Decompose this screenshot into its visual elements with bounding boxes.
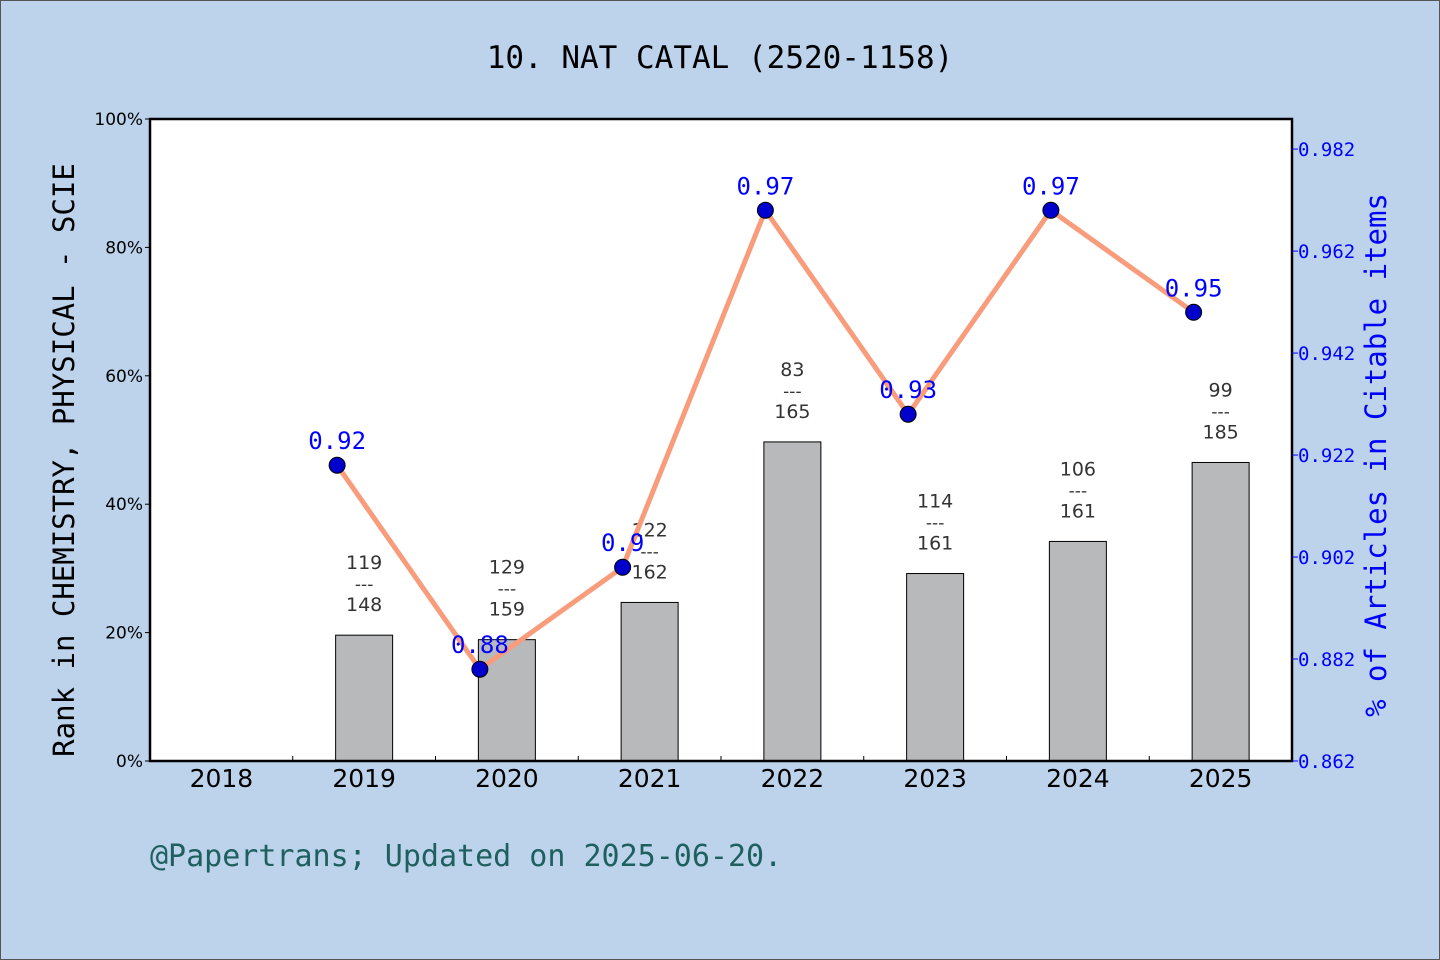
rank-separator: --- bbox=[1069, 481, 1087, 501]
total-label-2023: 161 bbox=[917, 533, 953, 555]
footer-text: @Papertrans; Updated on 2025-06-20. bbox=[150, 839, 782, 874]
right-tick-label: 0.862 bbox=[1298, 751, 1355, 773]
right-tick-label: 0.922 bbox=[1298, 445, 1355, 467]
rank-label-2024: 106 bbox=[1060, 458, 1096, 480]
rank-label-2022: 83 bbox=[780, 359, 804, 381]
line-point-2023 bbox=[899, 405, 917, 423]
bar-2023 bbox=[906, 573, 965, 762]
bar-2021 bbox=[620, 601, 679, 762]
rank-separator: --- bbox=[498, 580, 516, 600]
chart-title: 10. NAT CATAL (2520-1158) bbox=[487, 40, 954, 76]
line-point-2021 bbox=[614, 558, 632, 576]
bar-2022 bbox=[763, 441, 822, 762]
right-tick-label: 0.962 bbox=[1298, 241, 1355, 263]
line-label-2019: 0.92 bbox=[308, 427, 366, 455]
left-tick-label: 100% bbox=[94, 110, 143, 130]
left-tick-label: 60% bbox=[105, 367, 143, 387]
bar-2019 bbox=[335, 634, 394, 762]
rank-separator: --- bbox=[783, 382, 801, 402]
rank-separator: --- bbox=[355, 575, 373, 595]
bar-2024 bbox=[1048, 540, 1107, 762]
rank-separator: --- bbox=[926, 514, 944, 534]
x-tick-label-2024: 2024 bbox=[1046, 764, 1110, 793]
x-tick-label-2019: 2019 bbox=[332, 764, 396, 793]
line-label-2024: 0.97 bbox=[1022, 172, 1080, 200]
line-point-2020 bbox=[471, 660, 489, 678]
right-tick-label: 0.982 bbox=[1298, 139, 1355, 161]
total-label-2019: 148 bbox=[346, 594, 382, 616]
left-tick-label: 20% bbox=[105, 624, 143, 644]
line-point-2019 bbox=[328, 456, 346, 474]
left-tick-label: 40% bbox=[105, 495, 143, 515]
line-label-2021: 0.9 bbox=[601, 529, 644, 557]
x-tick-label-2018: 2018 bbox=[190, 764, 254, 793]
bar-2020 bbox=[477, 639, 536, 762]
x-tick-label-2022: 2022 bbox=[761, 764, 825, 793]
total-label-2021: 162 bbox=[631, 561, 667, 583]
total-label-2025: 185 bbox=[1202, 421, 1238, 443]
line-label-2022: 0.97 bbox=[736, 172, 794, 200]
right-tick-label: 0.882 bbox=[1298, 649, 1355, 671]
line-point-2022 bbox=[756, 201, 774, 219]
total-label-2022: 165 bbox=[774, 401, 810, 423]
x-tick-label-2025: 2025 bbox=[1189, 764, 1253, 793]
rank-separator: --- bbox=[640, 542, 658, 562]
bar-2025 bbox=[1191, 461, 1250, 762]
left-axis-label: Rank in CHEMISTRY, PHYSICAL - SCIE bbox=[47, 163, 81, 757]
x-tick-label-2020: 2020 bbox=[475, 764, 539, 793]
right-tick-label: 0.942 bbox=[1298, 343, 1355, 365]
x-tick-label-2023: 2023 bbox=[903, 764, 967, 793]
line-label-2020: 0.88 bbox=[451, 631, 509, 659]
line-label-2025: 0.95 bbox=[1165, 274, 1223, 302]
x-tick-label-2021: 2021 bbox=[618, 764, 682, 793]
rank-label-2020: 129 bbox=[489, 557, 525, 579]
line-point-2024 bbox=[1042, 201, 1060, 219]
left-tick-label: 0% bbox=[116, 752, 143, 772]
total-label-2020: 159 bbox=[489, 599, 525, 621]
line-point-2025 bbox=[1185, 303, 1203, 321]
rank-label-2023: 114 bbox=[917, 491, 953, 513]
left-tick-label: 80% bbox=[105, 238, 143, 258]
line-label-2023: 0.93 bbox=[879, 376, 937, 404]
right-axis-label: % of Articles in Citable items bbox=[1359, 193, 1393, 717]
rank-label-2025: 99 bbox=[1209, 379, 1233, 401]
total-label-2024: 161 bbox=[1060, 500, 1096, 522]
right-tick-label: 0.902 bbox=[1298, 547, 1355, 569]
rank-separator: --- bbox=[1211, 402, 1229, 422]
rank-label-2019: 119 bbox=[346, 552, 382, 574]
